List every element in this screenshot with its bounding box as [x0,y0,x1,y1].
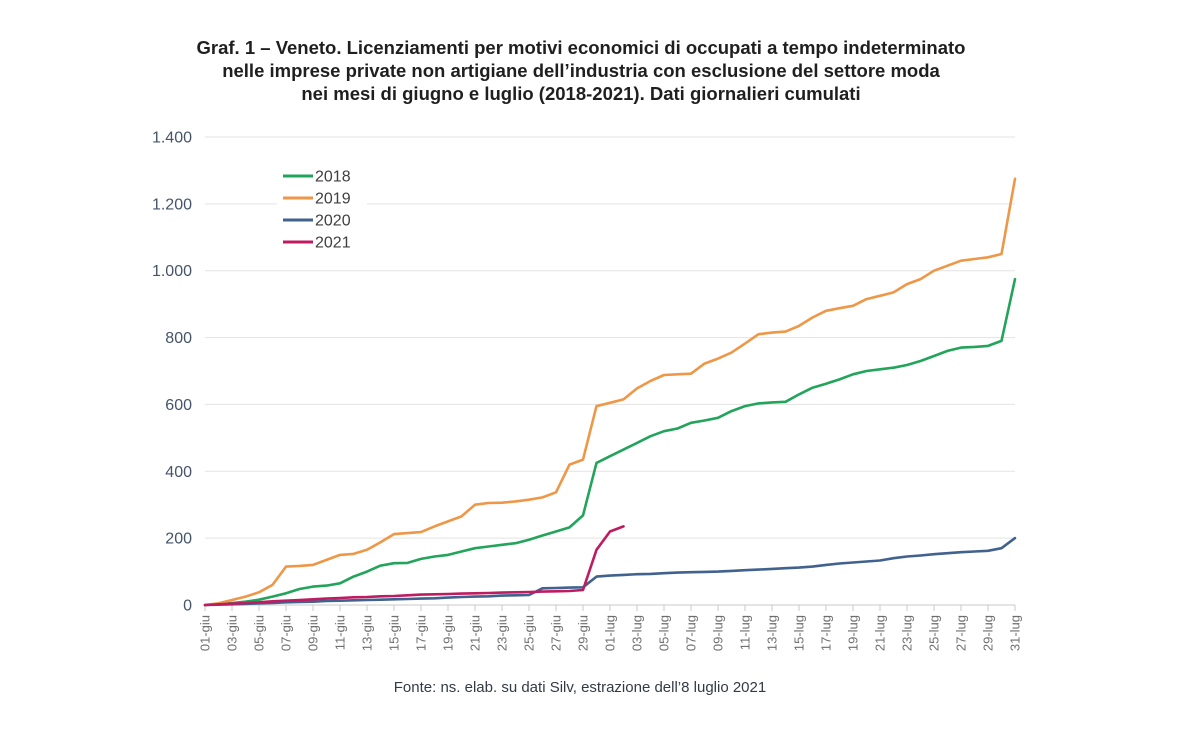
x-axis-label: 05-lug [657,615,672,651]
x-axis-label: 25-lug [927,615,942,651]
x-axis-label: 01-giu [198,615,213,651]
x-axis-label: 03-giu [225,615,240,651]
x-axis-label: 21-giu [468,615,483,651]
y-axis-label: 1.000 [152,263,192,280]
series-line-2021 [203,525,625,607]
legend-label-2019: 2019 [315,191,351,208]
x-axis-label: 09-lug [711,615,726,651]
chart-title: Graf. 1 – Veneto. Licenziamenti per moti… [0,36,1162,105]
y-axis-label: 800 [165,330,192,347]
series-line-2020 [203,536,1017,607]
x-axis-label: 19-giu [441,615,456,651]
x-axis-label: 03-lug [630,615,645,651]
legend: 2018 2019 2020 2021 [277,162,367,257]
series-line-2018 [203,277,1017,607]
x-axis-label: 11-giu [333,615,348,650]
x-axis-label: 27-giu [549,615,564,651]
series-line-2019 [203,177,1017,607]
x-axis-label: 15-lug [792,615,807,651]
x-axis-label: 21-lug [873,615,888,651]
x-axis-label: 07-lug [684,615,699,651]
y-axis-label: 1.200 [152,196,192,213]
legend-label-2020: 2020 [315,213,351,230]
x-axis-label: 31-lug [1008,615,1023,651]
x-axis-label: 11-lug [738,615,753,650]
chart-title-line-3: nei mesi di giugno e luglio (2018-2021).… [301,83,861,104]
x-axis-label: 13-giu [360,615,375,651]
x-axis-label: 23-giu [495,615,510,651]
y-axis-label: 200 [165,531,192,548]
x-axis-label: 09-giu [306,615,321,651]
legend-label-2018: 2018 [315,169,351,186]
x-axis-label: 05-giu [252,615,267,651]
x-axis-label: 29-lug [981,615,996,651]
y-axis-label: 400 [165,464,192,481]
x-axis-label: 13-lug [765,615,780,651]
x-axis-label: 17-lug [819,615,834,651]
x-axis-label: 15-giu [387,615,402,651]
y-axis-label: 600 [165,397,192,414]
chart-source-note: Fonte: ns. elab. su dati Silv, estrazion… [393,679,767,696]
x-axis-label: 07-giu [279,615,294,651]
x-axis-label: 23-lug [900,615,915,651]
chart-title-line-2: nelle imprese private non artigiane dell… [222,60,940,81]
x-axis-label: 01-lug [603,615,618,651]
x-axis-label: 19-lug [846,615,861,651]
legend-label-2021: 2021 [315,235,351,252]
y-axis-label: 1.400 [152,130,192,147]
x-axis-label: 27-lug [954,615,969,651]
y-axis-label: 0 [183,598,192,615]
x-axis-label: 17-giu [414,615,429,651]
chart-title-line-1: Graf. 1 – Veneto. Licenziamenti per moti… [196,37,966,58]
x-axis-label: 29-giu [576,615,591,651]
x-axis-label: 25-giu [522,615,537,651]
